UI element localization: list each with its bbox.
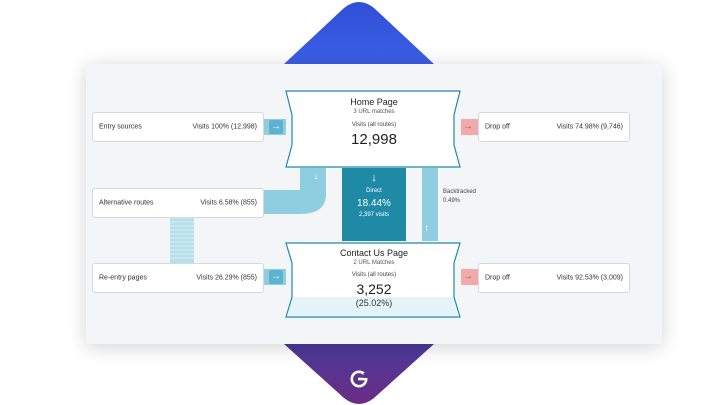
entry-sources-box[interactable]: Entry sources Visits 100% (12,998) xyxy=(92,112,264,142)
home-page-title: Home Page xyxy=(350,97,398,107)
reentry-pages-box[interactable]: Re-entry pages Visits 26.29% (855) xyxy=(92,263,264,293)
home-page-matches: 3 URL matches xyxy=(353,109,395,115)
drop-off-top-label: Drop off xyxy=(485,123,510,131)
alternative-routes-value: Visits 6.58% (855) xyxy=(200,199,257,207)
contact-page-node-shape xyxy=(285,242,461,318)
entry-sources-value: Visits 100% (12,998) xyxy=(192,123,257,131)
direct-percent: 18.44% xyxy=(357,198,391,209)
contact-page-title: Contact Us Page xyxy=(339,248,409,258)
flow-panel: Home Page 3 URL matches Visits (all rout… xyxy=(86,64,662,344)
alternative-routes-label: Alternative routes xyxy=(99,199,154,207)
flow-direct xyxy=(342,168,406,241)
direct-label: Direct xyxy=(366,188,382,194)
entry-sources-label: Entry sources xyxy=(99,123,142,131)
arrow-right-icon: → xyxy=(269,270,283,284)
backtracked-info[interactable]: Backtracked 0.49% xyxy=(443,188,476,206)
brand-diamond-bottom xyxy=(284,344,434,404)
contact-page-visits: 3,252 xyxy=(356,281,392,297)
reentry-pages-label: Re-entry pages xyxy=(99,274,147,282)
home-page-visits: 12,998 xyxy=(351,131,397,148)
backtracked-label: Backtracked xyxy=(443,189,477,195)
arrow-down-icon: ↓ xyxy=(371,172,377,184)
arrow-right-icon: → xyxy=(461,120,475,134)
drop-off-top-box[interactable]: Drop off Visits 74.98% (9,746) xyxy=(478,112,630,142)
drop-off-top-value: Visits 74.98% (9,746) xyxy=(556,123,623,131)
arrow-up-icon: ↑ xyxy=(424,223,429,234)
contact-page-node[interactable]: Contact Us Page 2 URL Matches Visits (al… xyxy=(284,241,464,319)
alternative-routes-box[interactable]: Alternative routes Visits 6.58% (855) xyxy=(92,188,264,218)
contact-page-percent: (25.02%) xyxy=(355,298,393,308)
home-page-visits-label: Visits (all routes) xyxy=(351,122,397,128)
reentry-pages-value: Visits 26.29% (855) xyxy=(196,274,257,282)
flow-alternative-to-reentry xyxy=(170,214,194,264)
contact-page-visits-label: Visits (all routes) xyxy=(351,272,397,278)
direct-flow-label[interactable]: ↓ Direct 18.44% 2,397 visits xyxy=(342,168,406,241)
direct-visits: 2,397 visits xyxy=(358,212,389,218)
drop-off-bottom-box[interactable]: Drop off Visits 92.53% (3,009) xyxy=(478,263,630,293)
arrow-right-icon: → xyxy=(461,270,475,284)
home-page-node-shape xyxy=(285,90,461,168)
flow-ribbons xyxy=(170,119,479,285)
arrow-right-icon: → xyxy=(269,120,283,134)
drop-off-bottom-value: Visits 92.53% (3,009) xyxy=(556,274,623,282)
backtracked-percent: 0.49% xyxy=(443,198,461,204)
home-page-node[interactable]: Home Page 3 URL matches Visits (all rout… xyxy=(284,89,464,169)
contact-page-matches: 2 URL Matches xyxy=(353,260,395,266)
brand-logo-icon xyxy=(350,370,368,388)
brand-diamond-top xyxy=(284,2,434,64)
drop-off-bottom-label: Drop off xyxy=(485,274,510,282)
flow-backtracked xyxy=(422,168,438,241)
arrow-down-icon: ↓ xyxy=(313,171,319,182)
